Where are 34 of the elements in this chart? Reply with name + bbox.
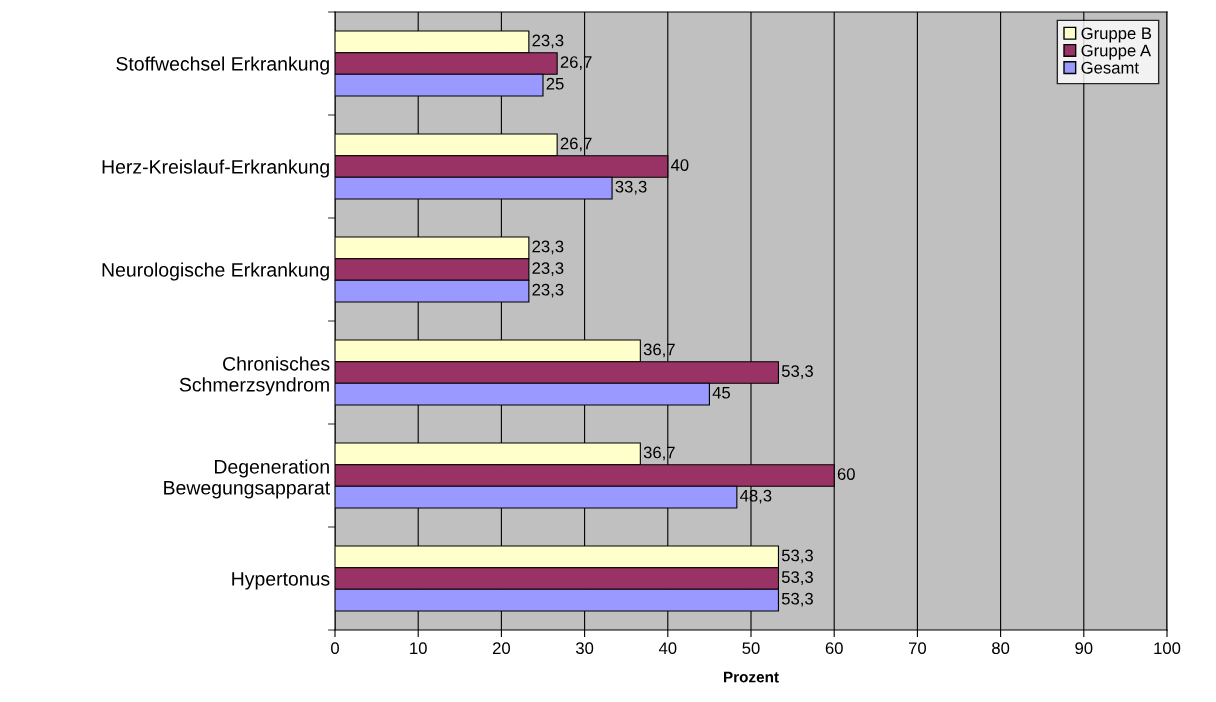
data-label: 25 (546, 77, 564, 90)
data-label: 53,3 (781, 592, 813, 607)
y-tick-label: Neurologische Erkrankung (102, 262, 329, 281)
x-tick-label: 80 (992, 642, 1010, 655)
x-tick-label: 30 (575, 642, 594, 655)
data-label: 40 (670, 159, 689, 171)
data-label: 45 (712, 386, 731, 399)
x-tick-label: 50 (742, 642, 760, 655)
y-tick-label: Chronisches Schmerzsyndrom (179, 356, 330, 396)
legend-label: Gruppe B (1081, 27, 1152, 43)
data-label: 53,3 (781, 571, 813, 585)
x-tick-label: 40 (658, 642, 677, 655)
data-label: 53,3 (781, 549, 813, 564)
data-label: 23,3 (532, 283, 564, 298)
data-label: 33,3 (615, 180, 647, 195)
data-label: 23,3 (532, 34, 564, 49)
x-tick-label: 90 (1075, 642, 1093, 655)
y-tick-label: Degeneration Bewegungsapparat (164, 459, 331, 499)
y-tick-label: Herz-Kreislauf-Erkrankung (102, 159, 329, 178)
x-tick-label: 60 (825, 642, 843, 655)
data-label: 53,3 (781, 365, 813, 379)
x-axis-title: Prozent (724, 671, 779, 683)
legend-label: Gesamt (1081, 61, 1139, 74)
y-tick-label: Stoffwechsel Erkrankung (116, 56, 329, 75)
x-tick-label: 0 (331, 642, 339, 655)
x-tick-label: 10 (410, 642, 427, 655)
x-tick-label: 20 (492, 642, 511, 655)
data-label: 60 (837, 468, 855, 480)
y-tick-label: Hypertonus (232, 572, 330, 590)
x-tick-label: 100 (1154, 642, 1181, 655)
data-label: 23,3 (532, 240, 564, 255)
data-label: 23,3 (532, 262, 564, 276)
legend-label: Gruppe A (1081, 44, 1152, 60)
x-tick-label: 70 (908, 642, 927, 655)
